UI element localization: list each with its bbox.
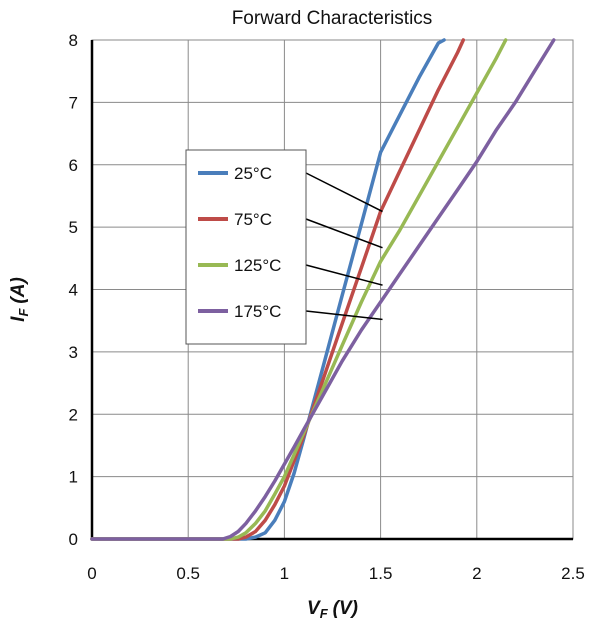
x-axis-label-sub: F [320,606,329,621]
legend-label-1: 75°C [234,210,272,229]
y-axis-label-sub: F [16,308,31,317]
series-lines [90,38,556,541]
y-tick-label-4: 4 [69,281,78,300]
legend-label-0: 25°C [234,164,272,183]
x-tick-label-3: 1.5 [369,564,393,583]
y-tick-label-8: 8 [69,31,78,50]
y-tick-label-5: 5 [69,218,78,237]
y-tick-label-6: 6 [69,156,78,175]
y-axis-label-unit: (A) [8,277,29,303]
x-tick-label-2: 1 [280,564,289,583]
y-axis-label: IF (A) [8,277,31,322]
y-tick-label-3: 3 [69,343,78,362]
y-tick-label-0: 0 [69,530,78,549]
callout-line-0 [305,172,383,213]
x-axis-label-unit: (V) [333,598,358,619]
x-tick-label-4: 2 [472,564,481,583]
legend-label-2: 125°C [234,256,281,275]
x-axis-label: VF (V) [307,598,358,621]
legend-label-3: 175°C [234,302,281,321]
y-tick-label-1: 1 [69,468,78,487]
legend: 25°C 75°C 125°C 175°C [185,149,307,345]
series-line-3 [90,38,556,541]
callout-line-1 [305,218,383,249]
y-tick-label-7: 7 [69,93,78,112]
series-line-2 [90,38,508,541]
x-tick-label-5: 2.5 [561,564,585,583]
tick-labels: 0 0.5 1 1.5 2 2.5 0 1 2 3 4 5 6 7 8 [69,31,585,583]
x-tick-label-1: 0.5 [176,564,200,583]
y-tick-label-2: 2 [69,405,78,424]
y-axis-label-var: I [8,316,29,322]
chart-title: Forward Characteristics [232,8,433,29]
callout-line-3 [305,310,383,321]
x-tick-label-0: 0 [87,564,96,583]
callout-line-2 [305,264,383,286]
x-axis-label-var: V [307,598,321,619]
legend-callouts [305,172,383,321]
